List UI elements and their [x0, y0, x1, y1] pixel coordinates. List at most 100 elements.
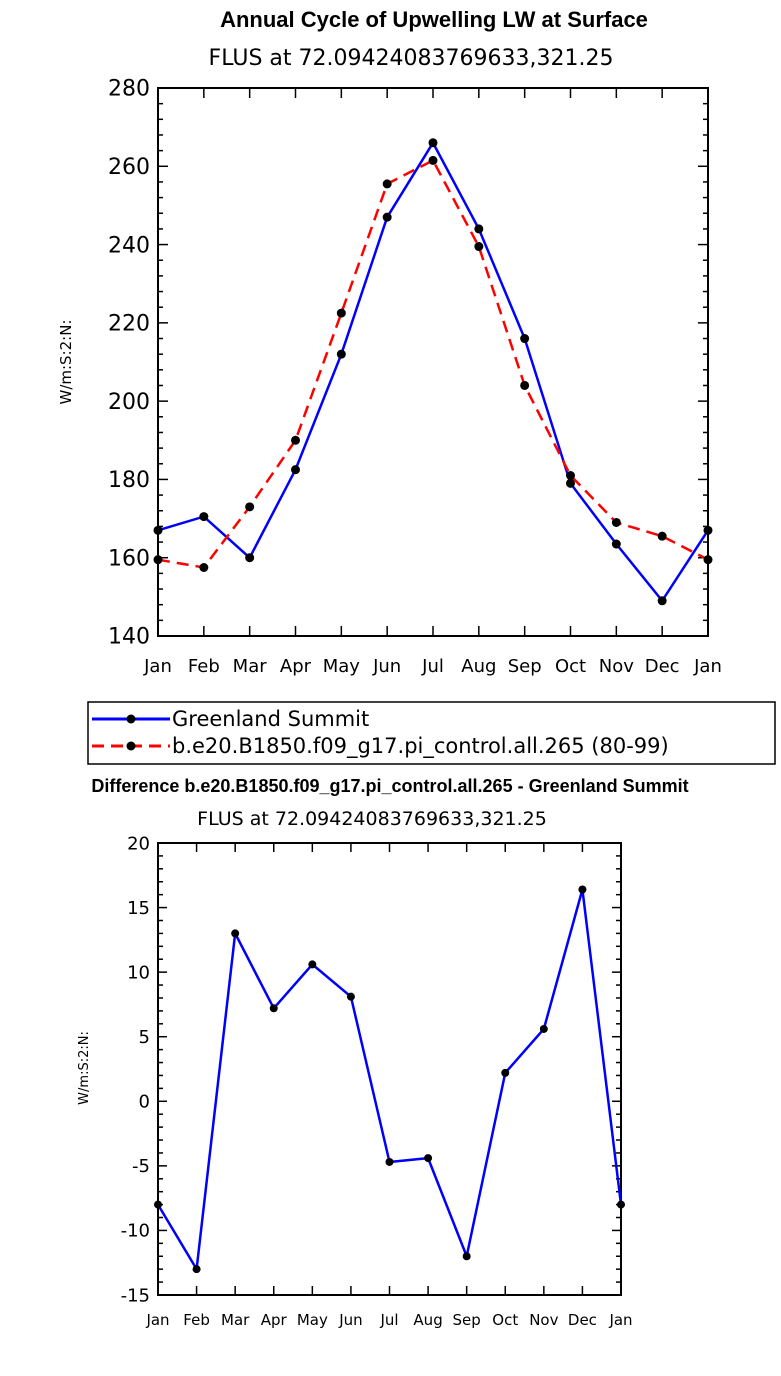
data-point — [424, 1154, 433, 1163]
x-tick-label: Jun — [338, 1311, 362, 1329]
y-tick-label: 280 — [108, 77, 150, 102]
chart2-subtitle: FLUS at 72.09424083769633,321.25 — [197, 808, 547, 830]
data-point — [199, 512, 209, 522]
x-tick-label: Jan — [143, 656, 172, 677]
x-tick-label: Jul — [421, 656, 444, 677]
data-point — [617, 1200, 625, 1209]
y-tick-label: 160 — [108, 546, 150, 571]
data-point — [566, 471, 575, 481]
x-tick-label: Jul — [379, 1311, 398, 1329]
y-tick-label: -15 — [121, 1285, 150, 1306]
data-point — [346, 992, 355, 1001]
data-point — [462, 1252, 471, 1261]
data-point — [153, 555, 163, 565]
y-tick-label: 20 — [127, 833, 150, 854]
chart1-ylabel: W/m:S:2:N: — [57, 320, 75, 405]
chart1-subtitle: FLUS at 72.09424083769633,321.25 — [209, 46, 614, 71]
data-point — [385, 1157, 394, 1166]
data-point — [245, 553, 255, 563]
data-point — [382, 212, 392, 222]
chart1-legend: Greenland Summit b.e20.B1850.f09_g17.pi_… — [87, 701, 776, 765]
chart2-ylabel: W/m:S:2:N: — [77, 1031, 92, 1105]
data-point — [291, 435, 300, 445]
chart1-title: Annual Cycle of Upwelling LW at Surface — [220, 7, 648, 32]
series-line-1 — [157, 140, 710, 603]
data-point — [428, 138, 438, 148]
x-tick-label: Nov — [599, 656, 634, 677]
data-point — [703, 525, 713, 535]
legend-label-1: Greenland Summit — [172, 707, 369, 731]
legend-label-2: b.e20.B1850.f09_g17.pi_control.all.265 (… — [172, 734, 669, 759]
y-tick-label: 220 — [108, 312, 150, 337]
x-tick-label: Aug — [413, 1311, 442, 1329]
y-tick-label: 200 — [108, 390, 150, 415]
x-tick-label: Jan — [693, 656, 722, 677]
data-point — [291, 465, 300, 475]
y-tick-label: 240 — [108, 233, 150, 258]
data-point — [428, 155, 438, 165]
x-tick-label: Apr — [280, 656, 312, 677]
x-tick-label: Dec — [568, 1311, 597, 1329]
x-tick-label: Feb — [188, 656, 220, 677]
x-tick-label: Nov — [529, 1311, 558, 1329]
data-point — [245, 502, 255, 512]
data-point — [566, 478, 575, 488]
y-tick-label: 180 — [108, 468, 150, 493]
x-tick-label: Feb — [183, 1311, 210, 1329]
x-tick-label: Jan — [608, 1311, 632, 1329]
y-tick-label: 0 — [139, 1092, 150, 1113]
data-point — [703, 555, 713, 565]
data-point — [657, 596, 667, 606]
x-tick-label: May — [297, 1311, 328, 1329]
data-point — [231, 929, 240, 938]
data-point — [308, 960, 317, 969]
data-point — [199, 563, 209, 572]
data-point — [382, 179, 392, 189]
y-tick-label: -5 — [132, 1156, 150, 1177]
x-tick-label: Apr — [261, 1311, 288, 1329]
x-tick-label: Jan — [145, 1311, 169, 1329]
x-tick-label: Jun — [372, 656, 401, 677]
data-point — [336, 308, 346, 318]
x-tick-label: Oct — [492, 1311, 518, 1329]
x-tick-label: Sep — [453, 1311, 481, 1329]
x-tick-label: Mar — [233, 656, 268, 677]
legend-box — [87, 701, 776, 765]
x-tick-label: May — [323, 656, 361, 677]
chart1-series — [153, 138, 713, 606]
data-point — [578, 885, 587, 894]
data-point — [474, 224, 484, 234]
data-point — [501, 1068, 510, 1077]
data-point — [192, 1265, 201, 1274]
x-tick-label: Oct — [555, 656, 586, 677]
chart2-plot-frame — [157, 842, 622, 1296]
chart1-ticks: 140 160 180 200 220 240 260 280 Jan Feb Mar Apr May J… — [108, 77, 722, 677]
y-tick-label: 5 — [139, 1027, 150, 1048]
annual-cycle-chart: Annual Cycle of Upwelling LW at Surface … — [57, 7, 722, 677]
legend-marker-2 — [126, 741, 136, 751]
x-tick-label: Aug — [461, 656, 496, 677]
y-tick-label: -10 — [121, 1221, 150, 1242]
chart2-ticks: -15 -10 -5 0 5 10 15 20 Jan Feb Mar Apr May Jun Jul Aug… — [121, 833, 633, 1329]
data-point — [539, 1024, 548, 1033]
legend-marker-1 — [126, 714, 136, 724]
data-point — [153, 525, 163, 535]
x-tick-label: Dec — [645, 656, 680, 677]
data-point — [520, 334, 530, 344]
data-point — [611, 517, 621, 527]
data-point — [520, 380, 530, 390]
data-point — [336, 349, 346, 359]
data-point — [474, 242, 484, 252]
y-tick-label: 140 — [108, 625, 150, 650]
x-tick-label: Sep — [508, 656, 542, 677]
x-tick-label: Mar — [221, 1311, 250, 1329]
y-tick-label: 10 — [127, 962, 150, 983]
difference-chart: Difference b.e20.B1850.f09_g17.pi_contro… — [77, 776, 689, 1329]
chart2-title: Difference b.e20.B1850.f09_g17.pi_contro… — [91, 776, 688, 796]
y-tick-label: 15 — [127, 898, 150, 919]
series-line-1 — [156, 889, 623, 1273]
chart2-series — [154, 885, 625, 1274]
y-tick-label: 260 — [108, 155, 150, 180]
series-line-2 — [157, 158, 709, 569]
